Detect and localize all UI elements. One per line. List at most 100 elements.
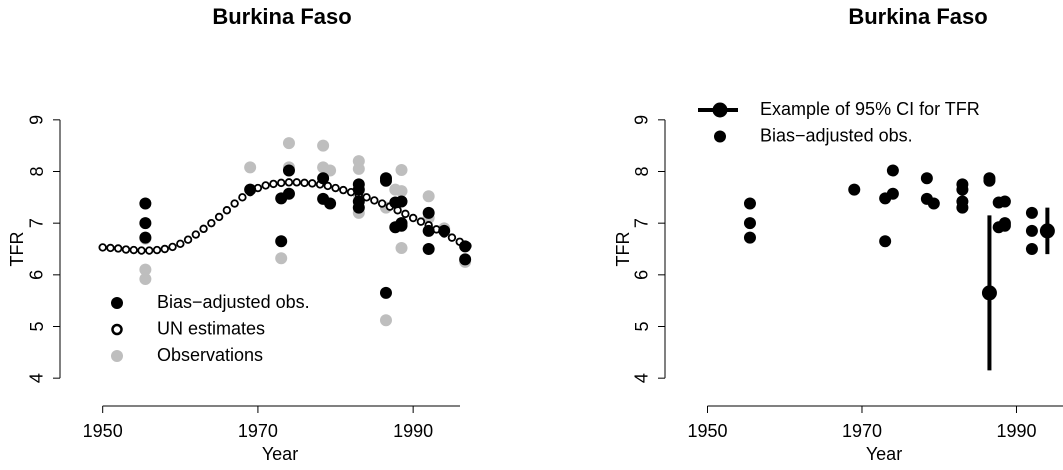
data-point bbox=[352, 183, 365, 196]
data-point bbox=[395, 163, 408, 176]
estimate-point bbox=[331, 183, 340, 193]
estimate-point bbox=[137, 246, 146, 255]
data-point bbox=[422, 224, 435, 237]
data-point bbox=[422, 206, 435, 219]
data-point bbox=[848, 183, 861, 196]
data-point bbox=[395, 195, 408, 208]
estimate-point bbox=[370, 196, 379, 205]
y-tick-label: 9 bbox=[632, 115, 652, 125]
data-point bbox=[139, 197, 152, 210]
data-point bbox=[998, 219, 1011, 232]
estimate-point bbox=[277, 178, 286, 188]
y-tick-label: 4 bbox=[27, 373, 47, 383]
data-point bbox=[275, 252, 288, 265]
data-point bbox=[244, 183, 257, 196]
y-tick-label: 5 bbox=[632, 321, 652, 331]
data-point bbox=[927, 197, 940, 210]
data-point bbox=[983, 174, 996, 187]
estimate-point bbox=[238, 193, 247, 202]
chart-title: Burkina Faso bbox=[848, 4, 987, 29]
estimate-point bbox=[207, 218, 216, 228]
estimate-point bbox=[401, 209, 410, 219]
data-point bbox=[422, 190, 435, 203]
legend-marker bbox=[714, 130, 726, 143]
estimate-point bbox=[145, 246, 154, 255]
x-tick-label: 1990 bbox=[996, 421, 1036, 441]
estimate-point bbox=[129, 245, 138, 255]
data-point bbox=[920, 172, 933, 185]
data-point bbox=[422, 243, 435, 255]
legend-label: Bias−adjusted obs. bbox=[760, 125, 913, 145]
data-point bbox=[1025, 224, 1038, 237]
estimate-point bbox=[416, 217, 426, 226]
estimate-point bbox=[447, 233, 457, 242]
y-tick-label: 9 bbox=[27, 115, 47, 125]
y-axis-label: TFR bbox=[613, 232, 633, 267]
data-point bbox=[459, 253, 472, 266]
data-point bbox=[743, 231, 756, 244]
estimate-point bbox=[98, 243, 107, 252]
x-tick-label: 1990 bbox=[393, 421, 433, 441]
data-point bbox=[282, 137, 295, 150]
data-point bbox=[282, 187, 295, 200]
estimate-point bbox=[106, 243, 115, 253]
y-tick-label: 8 bbox=[632, 166, 652, 176]
estimate-point bbox=[292, 178, 301, 187]
data-point bbox=[282, 164, 295, 177]
estimate-point bbox=[261, 181, 270, 190]
data-point bbox=[139, 217, 152, 230]
legend-label: Example of 95% CI for TFR bbox=[760, 99, 980, 119]
legend-marker bbox=[111, 297, 123, 309]
estimate-point bbox=[191, 230, 201, 239]
x-axis-label: Year bbox=[866, 444, 902, 464]
data-point bbox=[379, 286, 392, 299]
data-point bbox=[352, 201, 365, 214]
estimate-point bbox=[408, 213, 418, 223]
estimate-point bbox=[269, 179, 278, 189]
data-point bbox=[743, 217, 756, 230]
legend-label: Observations bbox=[157, 345, 263, 365]
estimate-point bbox=[222, 206, 232, 215]
legend-marker bbox=[111, 323, 123, 336]
estimate-point bbox=[199, 224, 208, 234]
x-tick-label: 1950 bbox=[687, 421, 727, 441]
data-point bbox=[379, 314, 392, 327]
data-point bbox=[459, 240, 472, 253]
ci-point bbox=[1039, 223, 1055, 239]
data-point bbox=[998, 195, 1011, 208]
data-point bbox=[879, 235, 892, 248]
estimate-point bbox=[339, 185, 348, 195]
y-axis-label: TFR bbox=[7, 232, 27, 267]
x-tick-label: 1950 bbox=[83, 421, 123, 441]
y-tick-label: 6 bbox=[632, 270, 652, 280]
data-point bbox=[317, 172, 330, 185]
data-point bbox=[886, 164, 899, 177]
estimate-point bbox=[300, 178, 309, 188]
data-point bbox=[379, 174, 392, 187]
data-point bbox=[956, 201, 969, 214]
estimate-point bbox=[284, 178, 294, 187]
legend-label: UN estimates bbox=[157, 318, 265, 338]
data-point bbox=[139, 272, 152, 285]
data-point bbox=[886, 187, 899, 200]
x-tick-label: 1970 bbox=[238, 421, 278, 441]
data-point bbox=[139, 263, 152, 276]
y-tick-label: 4 bbox=[632, 373, 652, 383]
y-tick-label: 6 bbox=[27, 270, 47, 280]
data-point bbox=[395, 219, 408, 232]
data-point bbox=[244, 161, 257, 174]
estimate-point bbox=[377, 199, 387, 208]
estimate-point bbox=[121, 245, 131, 254]
estimate-point bbox=[323, 181, 332, 191]
data-point bbox=[1025, 206, 1038, 219]
y-tick-label: 7 bbox=[27, 218, 47, 228]
data-point bbox=[395, 185, 408, 198]
data-point bbox=[1025, 243, 1038, 255]
data-point bbox=[438, 224, 451, 237]
x-tick-label: 1970 bbox=[842, 421, 882, 441]
legend-marker bbox=[712, 102, 728, 118]
data-point bbox=[743, 197, 756, 210]
estimate-point bbox=[114, 244, 123, 253]
data-point bbox=[317, 139, 330, 152]
